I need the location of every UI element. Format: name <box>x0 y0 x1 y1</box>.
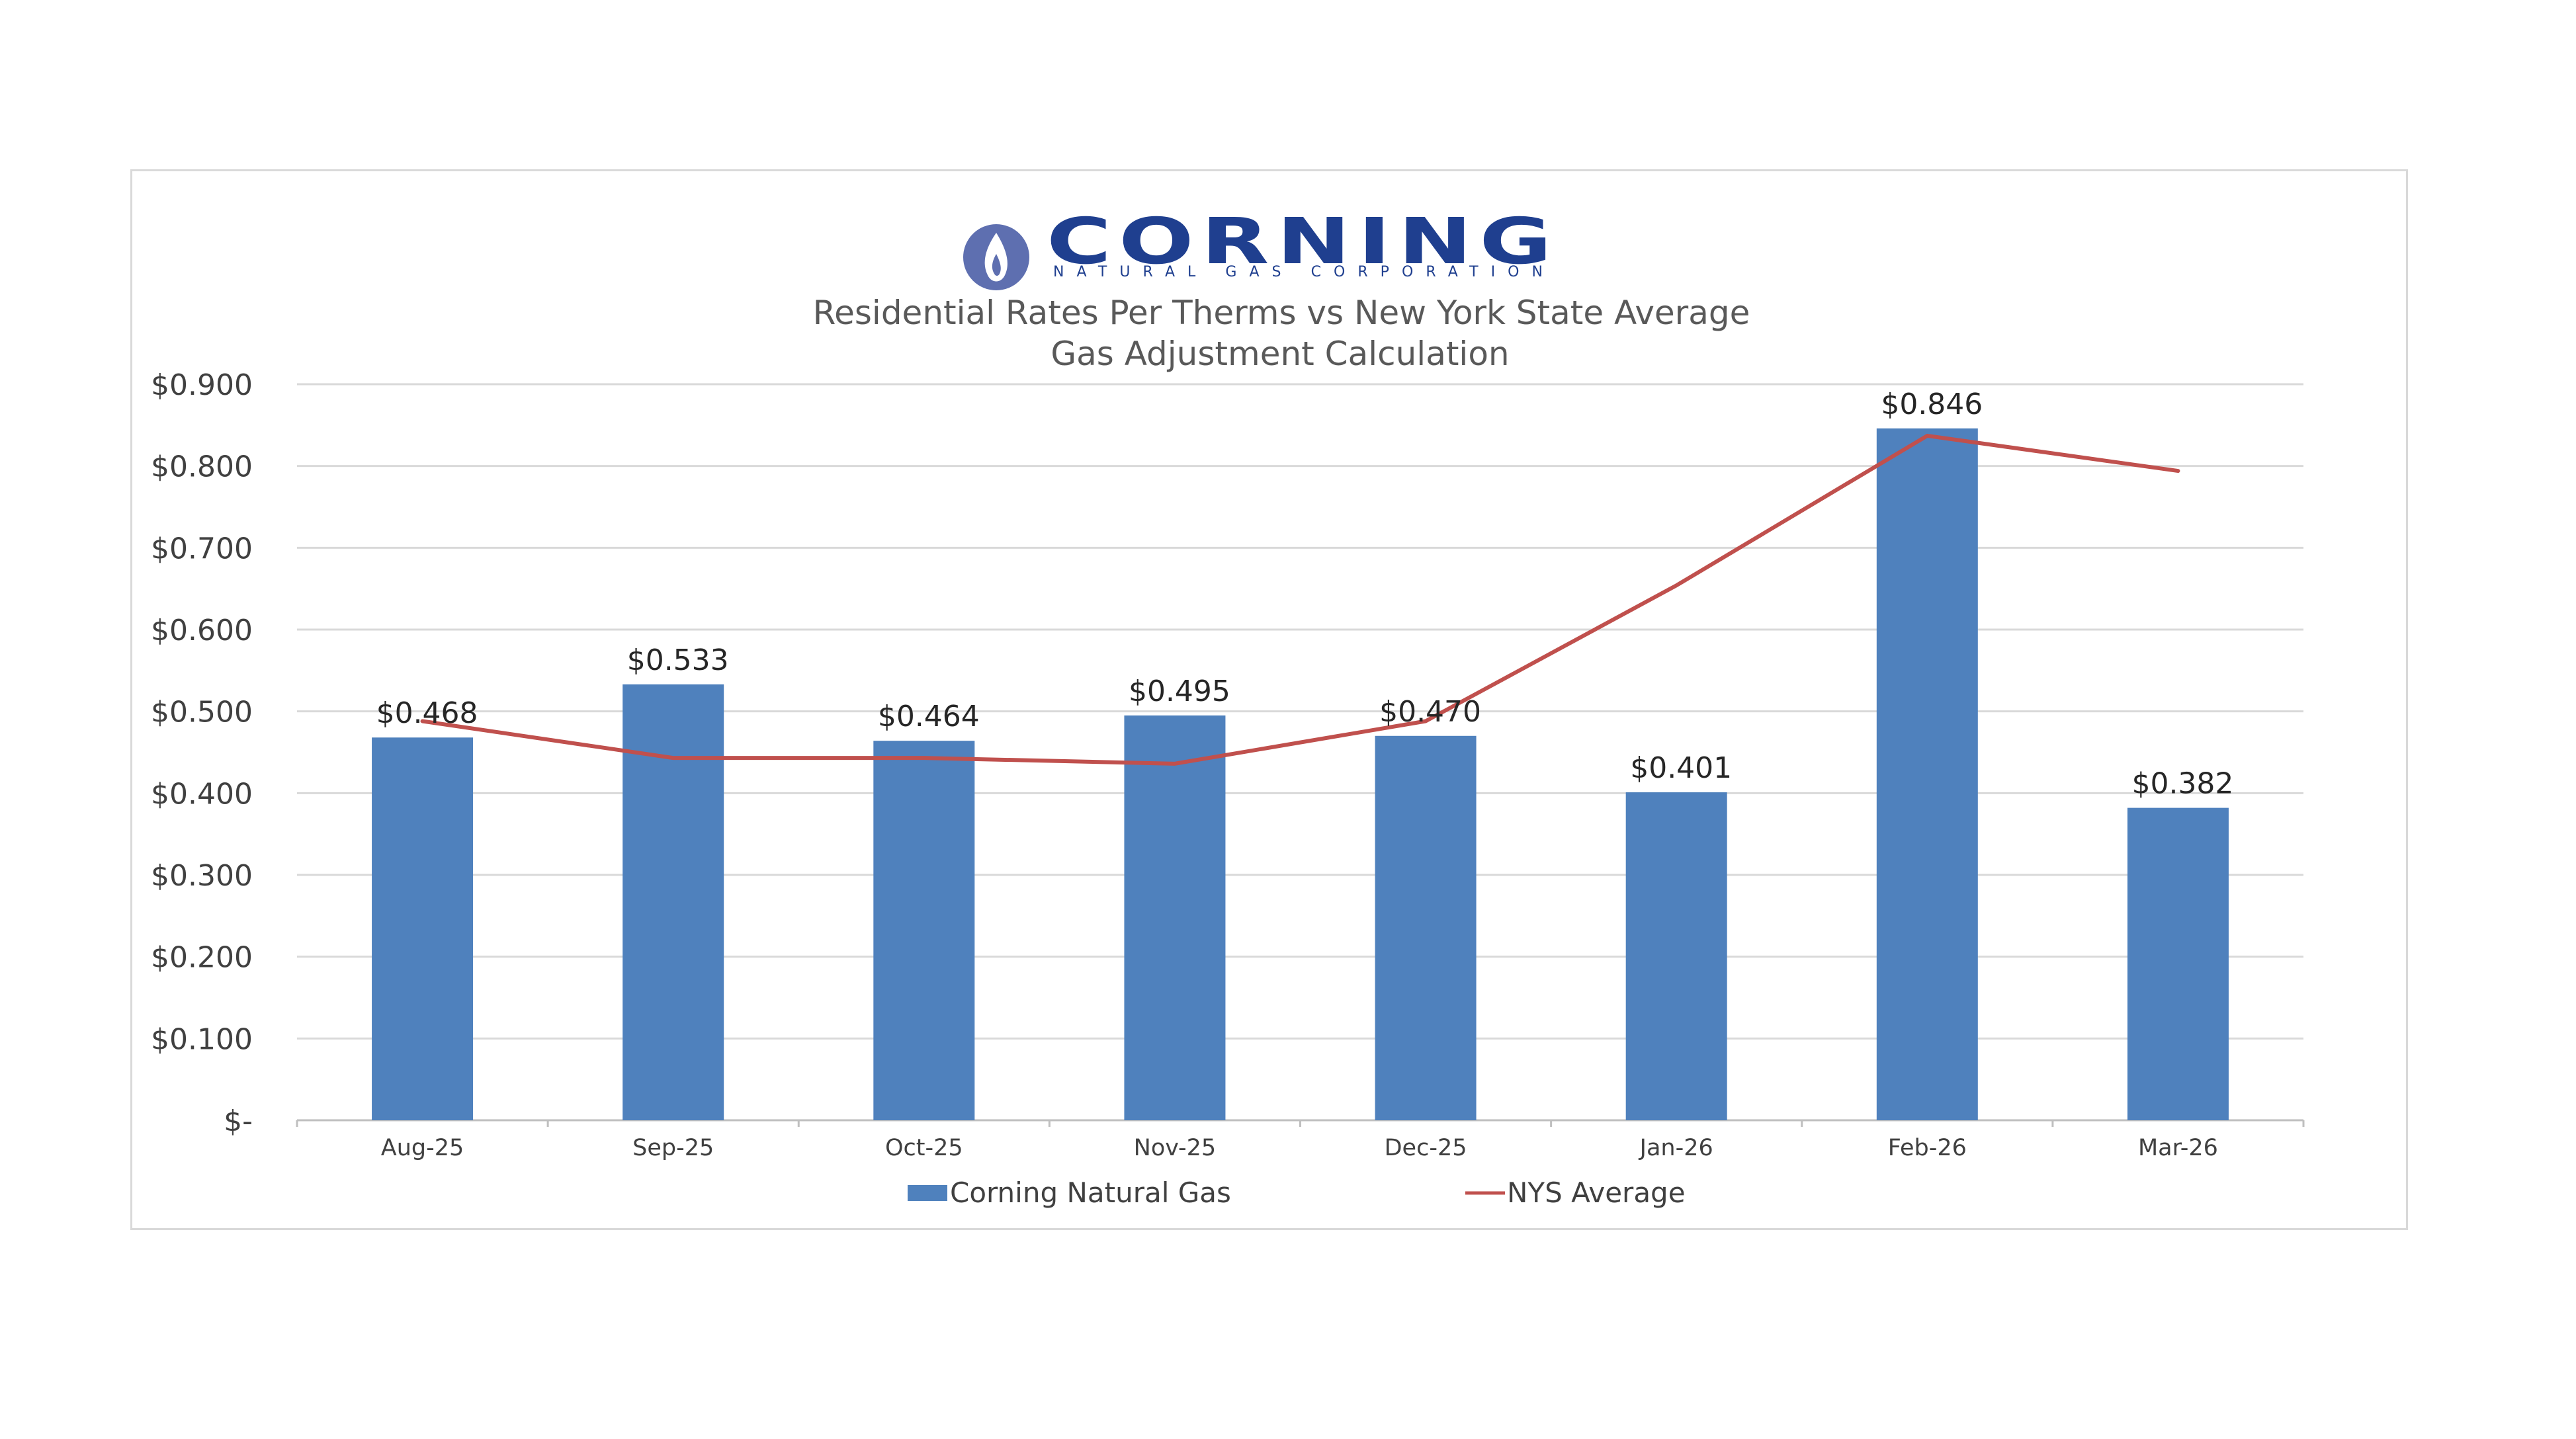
data-label: $0.464 <box>878 700 980 733</box>
y-tick-label: $0.600 <box>151 614 253 647</box>
x-tick-label: Aug-25 <box>381 1135 464 1161</box>
x-tick-label: Jan-26 <box>1639 1135 1713 1161</box>
x-tick-label: Feb-26 <box>1888 1135 1967 1161</box>
legend-label-nys: NYS Average <box>1507 1176 1686 1209</box>
data-labels: $0.468 $0.533 $0.464 $0.495 $0.470 $0.401 $0.8… <box>376 388 2234 801</box>
y-tick-label: $0.300 <box>151 859 253 893</box>
data-label: $0.382 <box>2131 767 2233 801</box>
chart-subtitle: Gas Adjustment Calculation <box>1051 335 1509 373</box>
y-tick-label: $0.800 <box>151 450 253 484</box>
bar <box>1625 792 1727 1120</box>
x-axis-ticks: Aug-25 Sep-25 Oct-25 Nov-25 Dec-25 Jan-26 Feb-… <box>381 1135 2218 1161</box>
flame-icon <box>963 224 1029 290</box>
x-tick-label: Oct-25 <box>885 1135 963 1161</box>
y-axis-ticks: $0.900 $0.800 $0.700 $0.600 $0.500 $0.400 $0.3… <box>151 368 253 1138</box>
y-tick-label: $0.700 <box>151 532 253 565</box>
x-tick-label: Mar-26 <box>2138 1135 2218 1161</box>
chart-title: Residential Rates Per Therms vs New York… <box>813 294 1750 332</box>
bar <box>873 741 975 1120</box>
y-tick-label: $0.200 <box>151 941 253 975</box>
company-logo: CORNING NATURAL GAS CORPORATION <box>963 204 1559 290</box>
data-label: $0.846 <box>1881 388 1983 421</box>
y-tick-label: $0.900 <box>151 368 253 402</box>
data-label: $0.495 <box>1129 675 1230 708</box>
line-series <box>420 433 2180 766</box>
legend-label-corning: Corning Natural Gas <box>950 1176 1231 1209</box>
logo-subtitle: NATURAL GAS CORPORATION <box>1053 264 1556 280</box>
y-tick-label: $- <box>224 1104 253 1138</box>
gridlines <box>296 383 2305 1127</box>
x-tick-label: Dec-25 <box>1385 1135 1467 1161</box>
bar <box>1124 715 1226 1120</box>
x-tick-label: Nov-25 <box>1134 1135 1217 1161</box>
y-tick-label: $0.500 <box>151 696 253 729</box>
x-tick-label: Sep-25 <box>632 1135 714 1161</box>
data-label: $0.470 <box>1379 695 1481 729</box>
bar <box>1375 735 1477 1120</box>
chart-frame <box>130 169 2408 1230</box>
data-label: $0.533 <box>627 643 729 677</box>
y-tick-label: $0.100 <box>151 1022 253 1056</box>
data-label: $0.401 <box>1630 751 1732 785</box>
bar <box>372 737 474 1120</box>
legend: Corning Natural Gas NYS Average <box>908 1176 1686 1209</box>
logo-wordmark: CORNING <box>1047 204 1559 278</box>
bar-series <box>372 428 2229 1120</box>
bar <box>1876 428 1978 1120</box>
data-label: $0.468 <box>376 696 478 730</box>
bar <box>623 684 724 1120</box>
bar <box>2127 807 2229 1120</box>
legend-swatch-corning <box>908 1185 947 1201</box>
y-tick-label: $0.400 <box>151 777 253 811</box>
nys-average-line <box>420 433 2180 766</box>
